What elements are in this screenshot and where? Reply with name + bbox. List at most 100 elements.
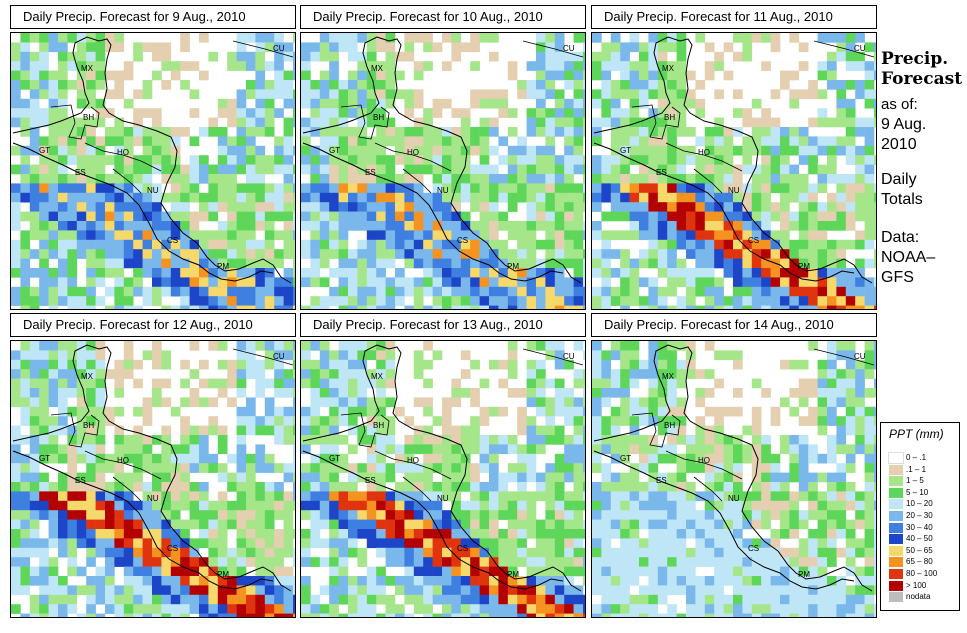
precip-cell xyxy=(236,369,247,379)
precip-cell xyxy=(827,341,837,351)
precip-cell xyxy=(620,192,630,203)
precip-cell xyxy=(283,98,294,109)
precip-cell xyxy=(770,472,781,483)
precip-cell xyxy=(170,613,181,617)
precip-cell xyxy=(460,435,471,445)
precip-cell xyxy=(348,183,358,194)
precip-cell xyxy=(855,89,865,100)
precip-cell xyxy=(404,98,415,109)
precip-cell xyxy=(451,435,462,445)
precip-cell xyxy=(208,277,219,288)
precip-cell xyxy=(283,164,294,175)
precip-cell xyxy=(67,249,78,259)
precip-cell xyxy=(554,341,565,351)
precip-cell xyxy=(114,211,125,222)
precip-cell xyxy=(338,33,349,43)
precip-cell xyxy=(780,70,790,81)
precip-cell xyxy=(236,463,247,473)
precip-cell xyxy=(610,425,621,436)
country-label: PM xyxy=(507,262,519,271)
precip-cell xyxy=(189,183,200,194)
precip-cell xyxy=(817,557,828,567)
precip-cell xyxy=(58,277,68,288)
precip-cell xyxy=(601,117,612,128)
precip-cell xyxy=(432,296,443,306)
precip-cell xyxy=(526,89,537,100)
precip-cell xyxy=(29,117,40,128)
precip-cell xyxy=(723,145,734,156)
precip-cell xyxy=(864,594,875,605)
precip-cell xyxy=(507,547,518,558)
precip-cell xyxy=(357,70,368,81)
precip-cell xyxy=(170,258,181,269)
precip-cell xyxy=(554,108,565,118)
precip-cell xyxy=(479,230,490,241)
country-label: NU xyxy=(728,494,740,503)
precip-cell xyxy=(310,230,321,241)
precip-cell xyxy=(255,70,266,81)
precip-cell xyxy=(864,510,875,520)
precip-cell xyxy=(855,604,865,614)
precip-cell xyxy=(554,117,565,128)
precip-cell xyxy=(573,61,584,71)
country-label: NU xyxy=(437,494,449,503)
precip-cell xyxy=(142,566,153,577)
precip-cell xyxy=(592,202,602,212)
precip-cell xyxy=(648,613,659,617)
precip-cell xyxy=(517,472,527,483)
precip-cell xyxy=(189,230,200,241)
precip-cell xyxy=(423,547,433,558)
precip-cell xyxy=(161,359,172,370)
precip-cell xyxy=(385,369,396,379)
legend-swatch xyxy=(889,464,903,475)
precip-cell xyxy=(255,453,266,464)
precip-cell xyxy=(864,538,875,549)
precip-cell xyxy=(58,519,68,530)
precip-cell xyxy=(498,491,509,502)
precip-cell xyxy=(180,305,190,309)
precip-cell xyxy=(695,80,706,90)
precip-cell xyxy=(479,463,490,473)
precip-cell xyxy=(67,435,78,445)
precip-cell xyxy=(620,613,630,617)
precip-cell xyxy=(170,239,181,250)
precip-cell xyxy=(610,378,621,389)
precip-cell xyxy=(246,529,256,539)
precip-cell xyxy=(733,277,743,288)
precip-cell xyxy=(423,500,433,511)
precip-cell xyxy=(329,42,339,53)
precip-cell xyxy=(376,463,386,473)
country-label: PM xyxy=(507,570,519,579)
precip-cell xyxy=(338,127,349,137)
precip-cell xyxy=(246,604,256,614)
precip-cell xyxy=(798,268,809,278)
precip-cell xyxy=(385,258,396,269)
precip-cell xyxy=(723,557,734,567)
precip-cell xyxy=(376,202,386,212)
precip-cell xyxy=(227,566,237,577)
precip-cell xyxy=(836,286,847,297)
precip-cell xyxy=(554,164,565,175)
precip-cell xyxy=(583,557,585,567)
precip-cell xyxy=(319,416,330,426)
precip-cell xyxy=(133,500,143,511)
precip-cell xyxy=(686,221,696,231)
precip-cell xyxy=(208,519,219,530)
precip-cell xyxy=(133,435,143,445)
precip-cell xyxy=(199,604,209,614)
legend-item: 1 – 5 xyxy=(889,476,957,487)
precip-cell xyxy=(274,500,284,511)
precip-cell xyxy=(114,604,125,614)
precip-cell xyxy=(404,585,415,596)
precip-cell xyxy=(385,98,396,109)
country-border xyxy=(340,104,390,140)
precip-cell xyxy=(274,341,284,351)
precip-cell xyxy=(836,80,847,90)
precip-cell xyxy=(479,239,490,250)
precip-cell xyxy=(67,174,78,184)
precip-cell xyxy=(610,136,621,147)
precip-cell xyxy=(48,127,59,137)
precip-cell xyxy=(742,164,753,175)
precip-cell xyxy=(667,268,677,278)
precip-cell xyxy=(470,388,480,398)
